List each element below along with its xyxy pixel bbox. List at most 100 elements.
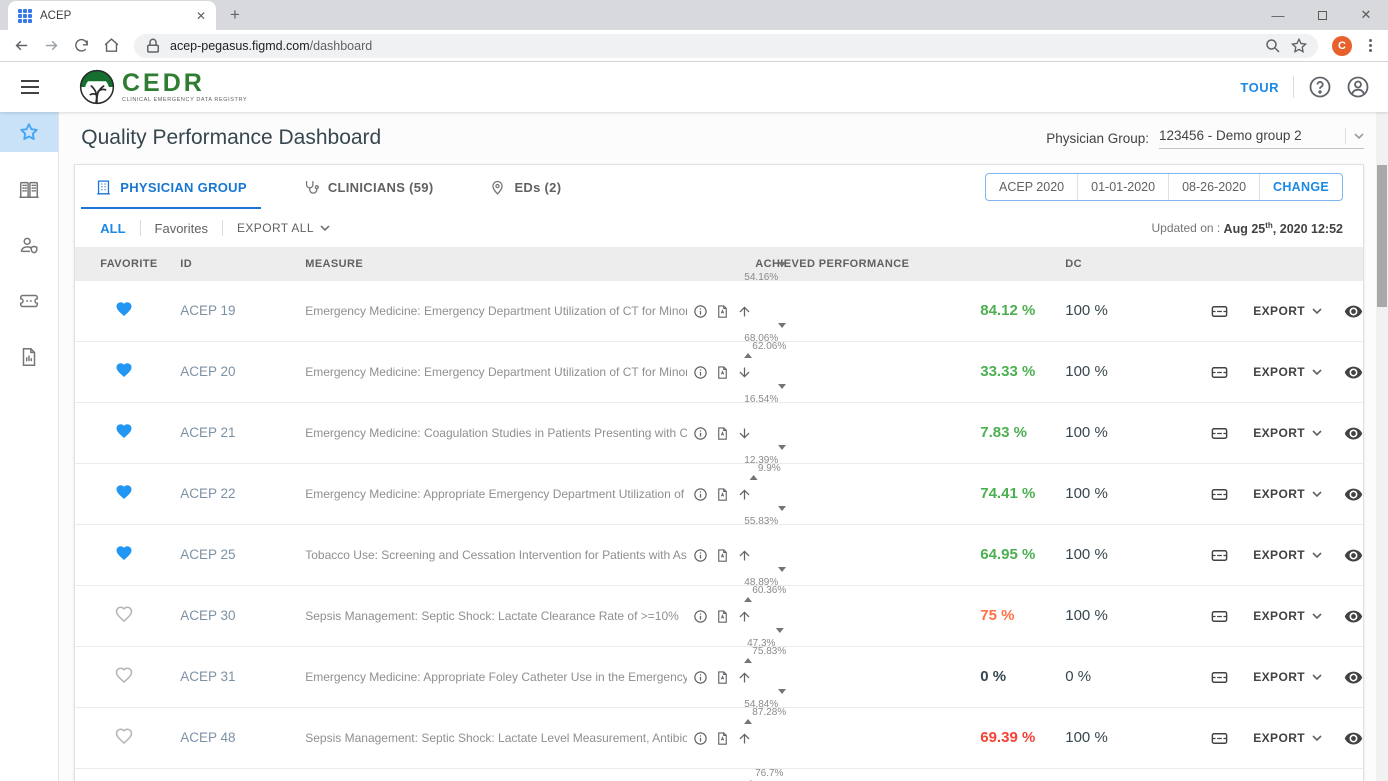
info-icon[interactable] <box>693 365 708 380</box>
favorite-heart-icon[interactable] <box>114 605 134 623</box>
refresh-button[interactable] <box>68 33 94 59</box>
sidebar-item-reports[interactable] <box>0 338 58 376</box>
scorecard-icon[interactable] <box>1210 485 1229 504</box>
measure-id-link[interactable]: ACEP 30 <box>180 608 236 623</box>
info-icon[interactable] <box>693 670 708 685</box>
sidebar-item-subscriptions[interactable] <box>0 282 58 320</box>
export-button[interactable]: EXPORT <box>1253 609 1322 623</box>
home-button[interactable] <box>98 33 124 59</box>
measure-id-link[interactable]: ACEP 21 <box>180 425 236 440</box>
sidebar-item-facilities[interactable] <box>0 170 58 208</box>
bookmark-star-icon[interactable] <box>1290 37 1308 55</box>
tab-physician-group[interactable]: PHYSICIAN GROUP <box>81 165 261 209</box>
measure-id-link[interactable]: ACEP 25 <box>180 547 236 562</box>
tab-clinicians[interactable]: CLINICIANS (59) <box>289 165 448 209</box>
scorecard-icon[interactable] <box>1210 546 1229 565</box>
forward-button[interactable] <box>38 33 64 59</box>
achieved-percent: 74.41 % <box>980 485 1036 502</box>
export-button[interactable]: EXPORT <box>1253 426 1322 440</box>
sidebar-item-clinicians[interactable] <box>0 226 58 264</box>
pdf-spec-icon[interactable] <box>715 426 730 441</box>
address-bar[interactable]: acep-pegasus.figmd.com/dashboard <box>134 33 1318 58</box>
benchmark-marker-top: 12.39% <box>744 445 787 468</box>
export-button[interactable]: EXPORT <box>1253 487 1322 501</box>
favorite-heart-icon[interactable] <box>114 361 134 379</box>
period-change-button[interactable]: CHANGE <box>1273 180 1329 194</box>
pdf-spec-icon[interactable] <box>715 731 730 746</box>
info-icon[interactable] <box>693 548 708 563</box>
filter-all[interactable]: ALL <box>100 220 126 236</box>
favorite-heart-icon[interactable] <box>114 300 134 318</box>
pdf-spec-icon[interactable] <box>715 365 730 380</box>
tab-eds[interactable]: EDs (2) <box>475 165 575 209</box>
favorite-heart-icon[interactable] <box>114 483 134 501</box>
favorite-heart-icon[interactable] <box>114 666 134 684</box>
favorite-heart-icon[interactable] <box>114 727 134 745</box>
sidebar-item-favorites[interactable] <box>0 112 59 152</box>
help-icon[interactable] <box>1308 75 1332 99</box>
measure-title: Tobacco Use: Screening and Cessation Int… <box>305 548 688 562</box>
new-tab-button[interactable]: + <box>230 5 240 24</box>
cedr-logo[interactable]: CEDR CLINICAL EMERGENCY DATA REGISTRY <box>78 68 247 106</box>
export-all-button[interactable]: EXPORT ALL <box>237 221 330 235</box>
benchmark-marker-top: 54.84% <box>744 689 787 712</box>
info-icon[interactable] <box>693 304 708 319</box>
measure-id-link[interactable]: ACEP 20 <box>180 364 236 379</box>
pdf-spec-icon[interactable] <box>715 304 730 319</box>
browser-tab[interactable]: ACEP ✕ <box>8 1 216 30</box>
export-button[interactable]: EXPORT <box>1253 670 1322 684</box>
dc-percent: 0 % <box>1065 668 1092 685</box>
window-maximize-button[interactable] <box>1300 0 1344 30</box>
view-details-eye-icon[interactable] <box>1344 485 1363 504</box>
tab-title: ACEP <box>40 9 72 22</box>
tour-button[interactable]: TOUR <box>1240 79 1279 95</box>
physician-group-select[interactable]: 123456 - Demo group 2 <box>1159 127 1364 149</box>
export-button[interactable]: EXPORT <box>1253 304 1322 318</box>
filter-favorites[interactable]: Favorites <box>154 220 208 236</box>
window-minimize-button[interactable]: — <box>1271 7 1285 23</box>
measure-id-link[interactable]: ACEP 31 <box>180 669 236 684</box>
pdf-spec-icon[interactable] <box>715 609 730 624</box>
browser-profile-avatar[interactable]: C <box>1332 35 1352 56</box>
measure-id-link[interactable]: ACEP 19 <box>180 303 236 318</box>
pdf-spec-icon[interactable] <box>715 487 730 502</box>
info-icon[interactable] <box>693 487 708 502</box>
measure-id-link[interactable]: ACEP 48 <box>180 730 236 745</box>
favorite-heart-icon[interactable] <box>114 544 134 562</box>
scorecard-icon[interactable] <box>1210 729 1229 748</box>
view-details-eye-icon[interactable] <box>1344 546 1363 565</box>
measure-title: Emergency Medicine: Appropriate Foley Ca… <box>305 670 688 684</box>
view-details-eye-icon[interactable] <box>1344 302 1363 321</box>
pdf-spec-icon[interactable] <box>715 670 730 685</box>
view-details-eye-icon[interactable] <box>1344 424 1363 443</box>
tab-close-icon[interactable]: ✕ <box>195 8 206 23</box>
hamburger-menu-icon[interactable] <box>0 79 60 95</box>
scrollbar-thumb[interactable] <box>1377 165 1387 307</box>
trend-up-icon <box>737 304 752 319</box>
favorite-heart-icon[interactable] <box>114 422 134 440</box>
lock-icon <box>144 37 162 55</box>
scorecard-icon[interactable] <box>1210 668 1229 687</box>
browser-menu-icon[interactable] <box>1360 39 1380 52</box>
export-button[interactable]: EXPORT <box>1253 365 1322 379</box>
view-details-eye-icon[interactable] <box>1344 668 1363 687</box>
export-button[interactable]: EXPORT <box>1253 731 1322 745</box>
pdf-spec-icon[interactable] <box>715 548 730 563</box>
view-details-eye-icon[interactable] <box>1344 607 1363 626</box>
zoom-indicator-icon[interactable] <box>1264 37 1282 55</box>
window-close-button[interactable]: ✕ <box>1360 7 1372 22</box>
scorecard-icon[interactable] <box>1210 607 1229 626</box>
info-icon[interactable] <box>693 609 708 624</box>
export-button[interactable]: EXPORT <box>1253 548 1322 562</box>
view-details-eye-icon[interactable] <box>1344 729 1363 748</box>
scorecard-icon[interactable] <box>1210 302 1229 321</box>
page-scrollbar[interactable] <box>1376 62 1388 781</box>
account-icon[interactable] <box>1346 75 1370 99</box>
scorecard-icon[interactable] <box>1210 424 1229 443</box>
measure-id-link[interactable]: ACEP 22 <box>180 486 236 501</box>
info-icon[interactable] <box>693 426 708 441</box>
scorecard-icon[interactable] <box>1210 363 1229 382</box>
back-button[interactable] <box>8 33 34 59</box>
view-details-eye-icon[interactable] <box>1344 363 1363 382</box>
info-icon[interactable] <box>693 731 708 746</box>
